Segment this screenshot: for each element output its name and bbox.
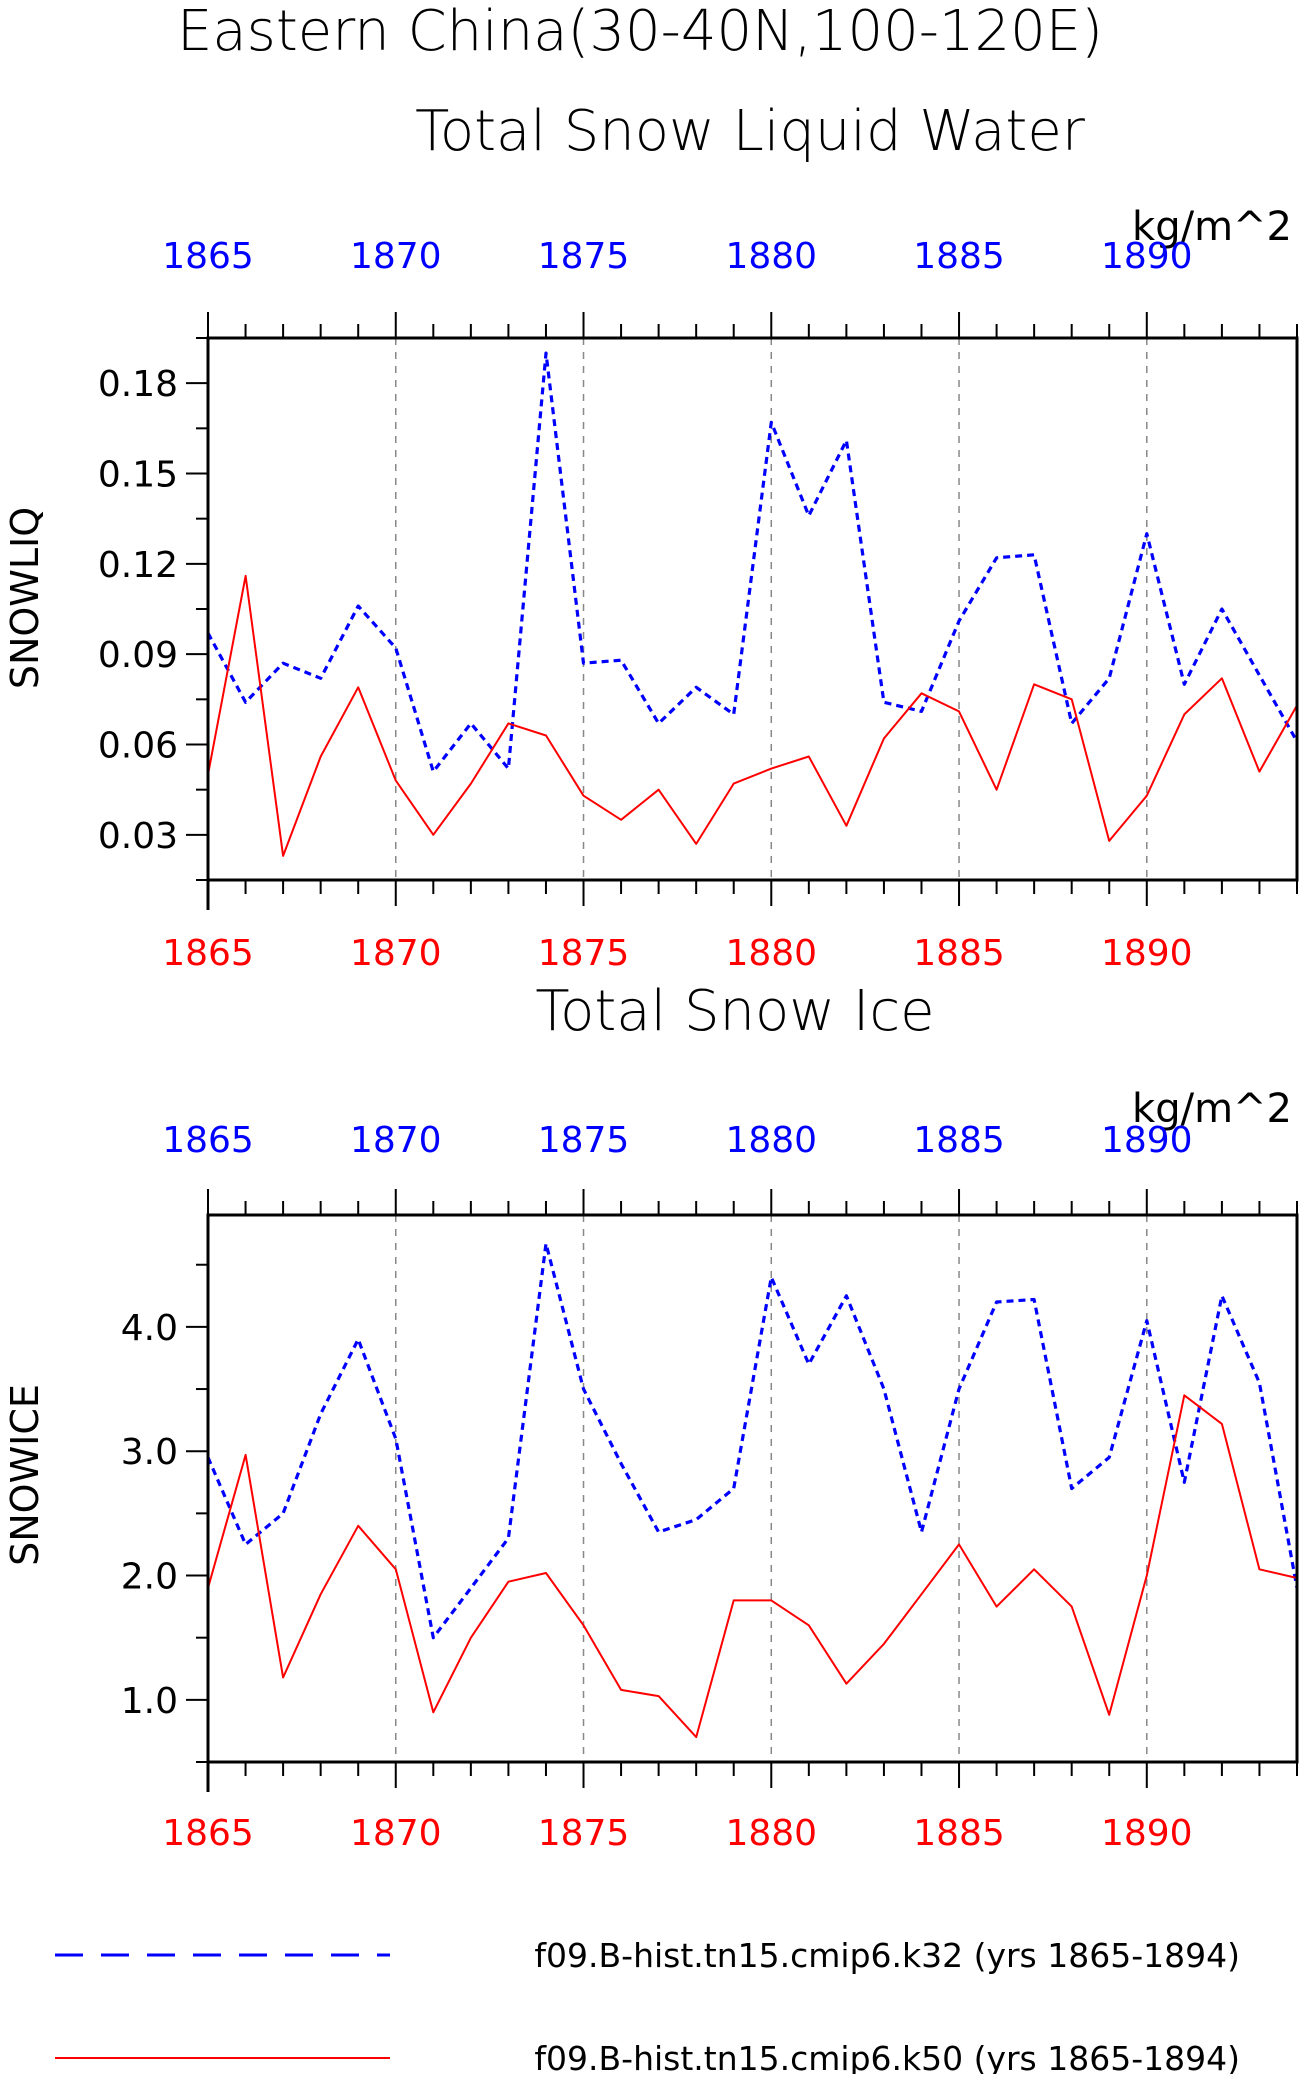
top-x-tick-label: 1880 bbox=[725, 1120, 817, 1161]
top-x-tick-label: 1880 bbox=[725, 236, 817, 277]
series-line-k32 bbox=[206, 1241, 1299, 1640]
bottom-x-tick-label: 1890 bbox=[1101, 1813, 1193, 1854]
top-x-tick-label: 1865 bbox=[162, 236, 254, 277]
y-tick-label: 0.12 bbox=[98, 545, 178, 586]
top-x-tick-label: 1875 bbox=[538, 1120, 630, 1161]
top-x-tick-label: 1890 bbox=[1101, 1120, 1193, 1161]
top-x-tick-label: 1890 bbox=[1101, 236, 1193, 277]
snowice-panel: Total Snow Ice kg/m^2 SNOWICE 1865 1865 18… bbox=[3, 979, 1299, 1854]
series-line-k50 bbox=[207, 1394, 1298, 1739]
bottom-x-tick-label: 1865 bbox=[162, 933, 254, 974]
units-label: kg/m^2 bbox=[1132, 1086, 1292, 1132]
top-x-tick-label: 1875 bbox=[538, 236, 630, 277]
y-tick-label: 4.0 bbox=[121, 1308, 178, 1349]
bottom-x-tick-label: 1865 bbox=[162, 1813, 254, 1854]
figure-title: Eastern China(30-40N,100-120E) bbox=[177, 0, 1103, 64]
bottom-x-tick-label: 1885 bbox=[913, 933, 1005, 974]
top-x-tick-label: 1870 bbox=[350, 1120, 442, 1161]
y-tick-label: 0.18 bbox=[98, 364, 178, 405]
top-x-tick-label: 1885 bbox=[913, 1120, 1005, 1161]
series-line-k50 bbox=[207, 574, 1298, 857]
bottom-x-tick-label: 1870 bbox=[350, 933, 442, 974]
bottom-x-tick-label: 1885 bbox=[913, 1813, 1005, 1854]
bottom-x-tick-label: 1870 bbox=[350, 1813, 442, 1854]
y-tick-label: 0.03 bbox=[98, 816, 178, 857]
bottom-x-tick-label: 1880 bbox=[725, 933, 817, 974]
legend-label-k50: f09.B-hist.tn15.cmip6.k50 (yrs 1865-1894… bbox=[534, 2039, 1240, 2074]
bottom-x-tick-label: 1890 bbox=[1101, 933, 1193, 974]
top-x-tick-label: 1865 bbox=[162, 1120, 254, 1161]
snowliq-panel: Total Snow Liquid Water kg/m^2 SNOWLIQ 1… bbox=[3, 99, 1299, 974]
plot-frame bbox=[206, 336, 1299, 882]
top-x-tick-label: 1870 bbox=[350, 236, 442, 277]
y-tick-label: 3.0 bbox=[121, 1432, 178, 1473]
legend-label-k32: f09.B-hist.tn15.cmip6.k32 (yrs 1865-1894… bbox=[534, 1936, 1240, 1975]
bottom-x-tick-label: 1875 bbox=[538, 1813, 630, 1854]
bottom-x-tick-label: 1880 bbox=[725, 1813, 817, 1854]
y-axis-label: SNOWICE bbox=[3, 1384, 47, 1566]
plot-frame bbox=[206, 1213, 1299, 1764]
panel-title: Total Snow Ice bbox=[535, 979, 934, 1044]
panel-title: Total Snow Liquid Water bbox=[415, 99, 1085, 164]
units-label: kg/m^2 bbox=[1132, 204, 1292, 250]
top-x-tick-label: 1885 bbox=[913, 236, 1005, 277]
y-tick-label: 1.0 bbox=[121, 1681, 178, 1722]
y-tick-label: 2.0 bbox=[121, 1557, 178, 1598]
y-axis-label: SNOWLIQ bbox=[3, 507, 47, 689]
legend: f09.B-hist.tn15.cmip6.k32 (yrs 1865-1894… bbox=[55, 1936, 1240, 2074]
series-line-k32 bbox=[206, 351, 1299, 774]
bottom-x-tick-label: 1875 bbox=[538, 933, 630, 974]
y-tick-label: 0.06 bbox=[98, 726, 178, 767]
y-tick-label: 0.15 bbox=[98, 455, 178, 496]
y-tick-label: 0.09 bbox=[98, 635, 178, 676]
